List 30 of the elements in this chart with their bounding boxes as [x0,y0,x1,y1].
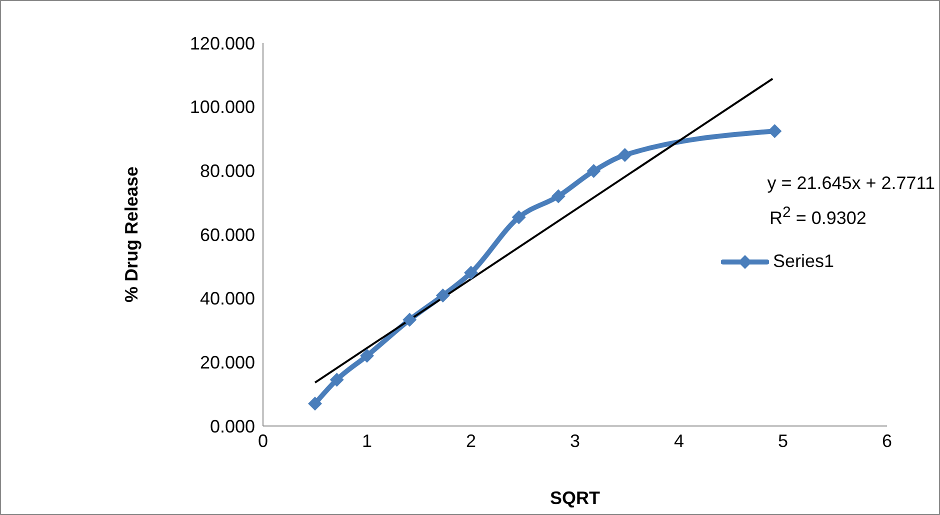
x-tick-label: 4 [674,430,684,451]
point [464,266,478,280]
y-tick-label: 80.000 [200,161,255,182]
legend-label: Series1 [773,251,834,272]
point [436,288,450,302]
y-axis-title: % Drug Release [121,166,142,303]
point [551,189,566,204]
y-tick-label: 40.000 [200,288,255,309]
point [402,312,417,327]
y-tick-label: 120.000 [190,33,255,54]
x-tick-label: 5 [778,430,788,451]
point [586,164,601,178]
y-tick-label: 100.000 [190,97,255,118]
annotation: y = 21.645x + 2.7711 [767,173,935,193]
x-tick-label: 0 [258,430,268,451]
point [512,210,526,224]
annotation: R$^{2}$ = 0.9302 [770,204,866,228]
x-tick-label: 6 [882,430,892,451]
x-tick-label: 1 [362,430,372,451]
x-tick-label: 2 [466,430,476,451]
y-tick-label: 60.000 [200,224,255,245]
point [330,372,344,387]
point [360,348,374,363]
y-tick-label: 20.000 [200,352,255,373]
point [308,396,322,411]
x-axis-title: SQRT [550,488,600,508]
point [618,148,632,162]
point [768,124,782,138]
y-tick-label: 0.000 [210,416,255,436]
x-tick-label: 3 [570,430,580,451]
